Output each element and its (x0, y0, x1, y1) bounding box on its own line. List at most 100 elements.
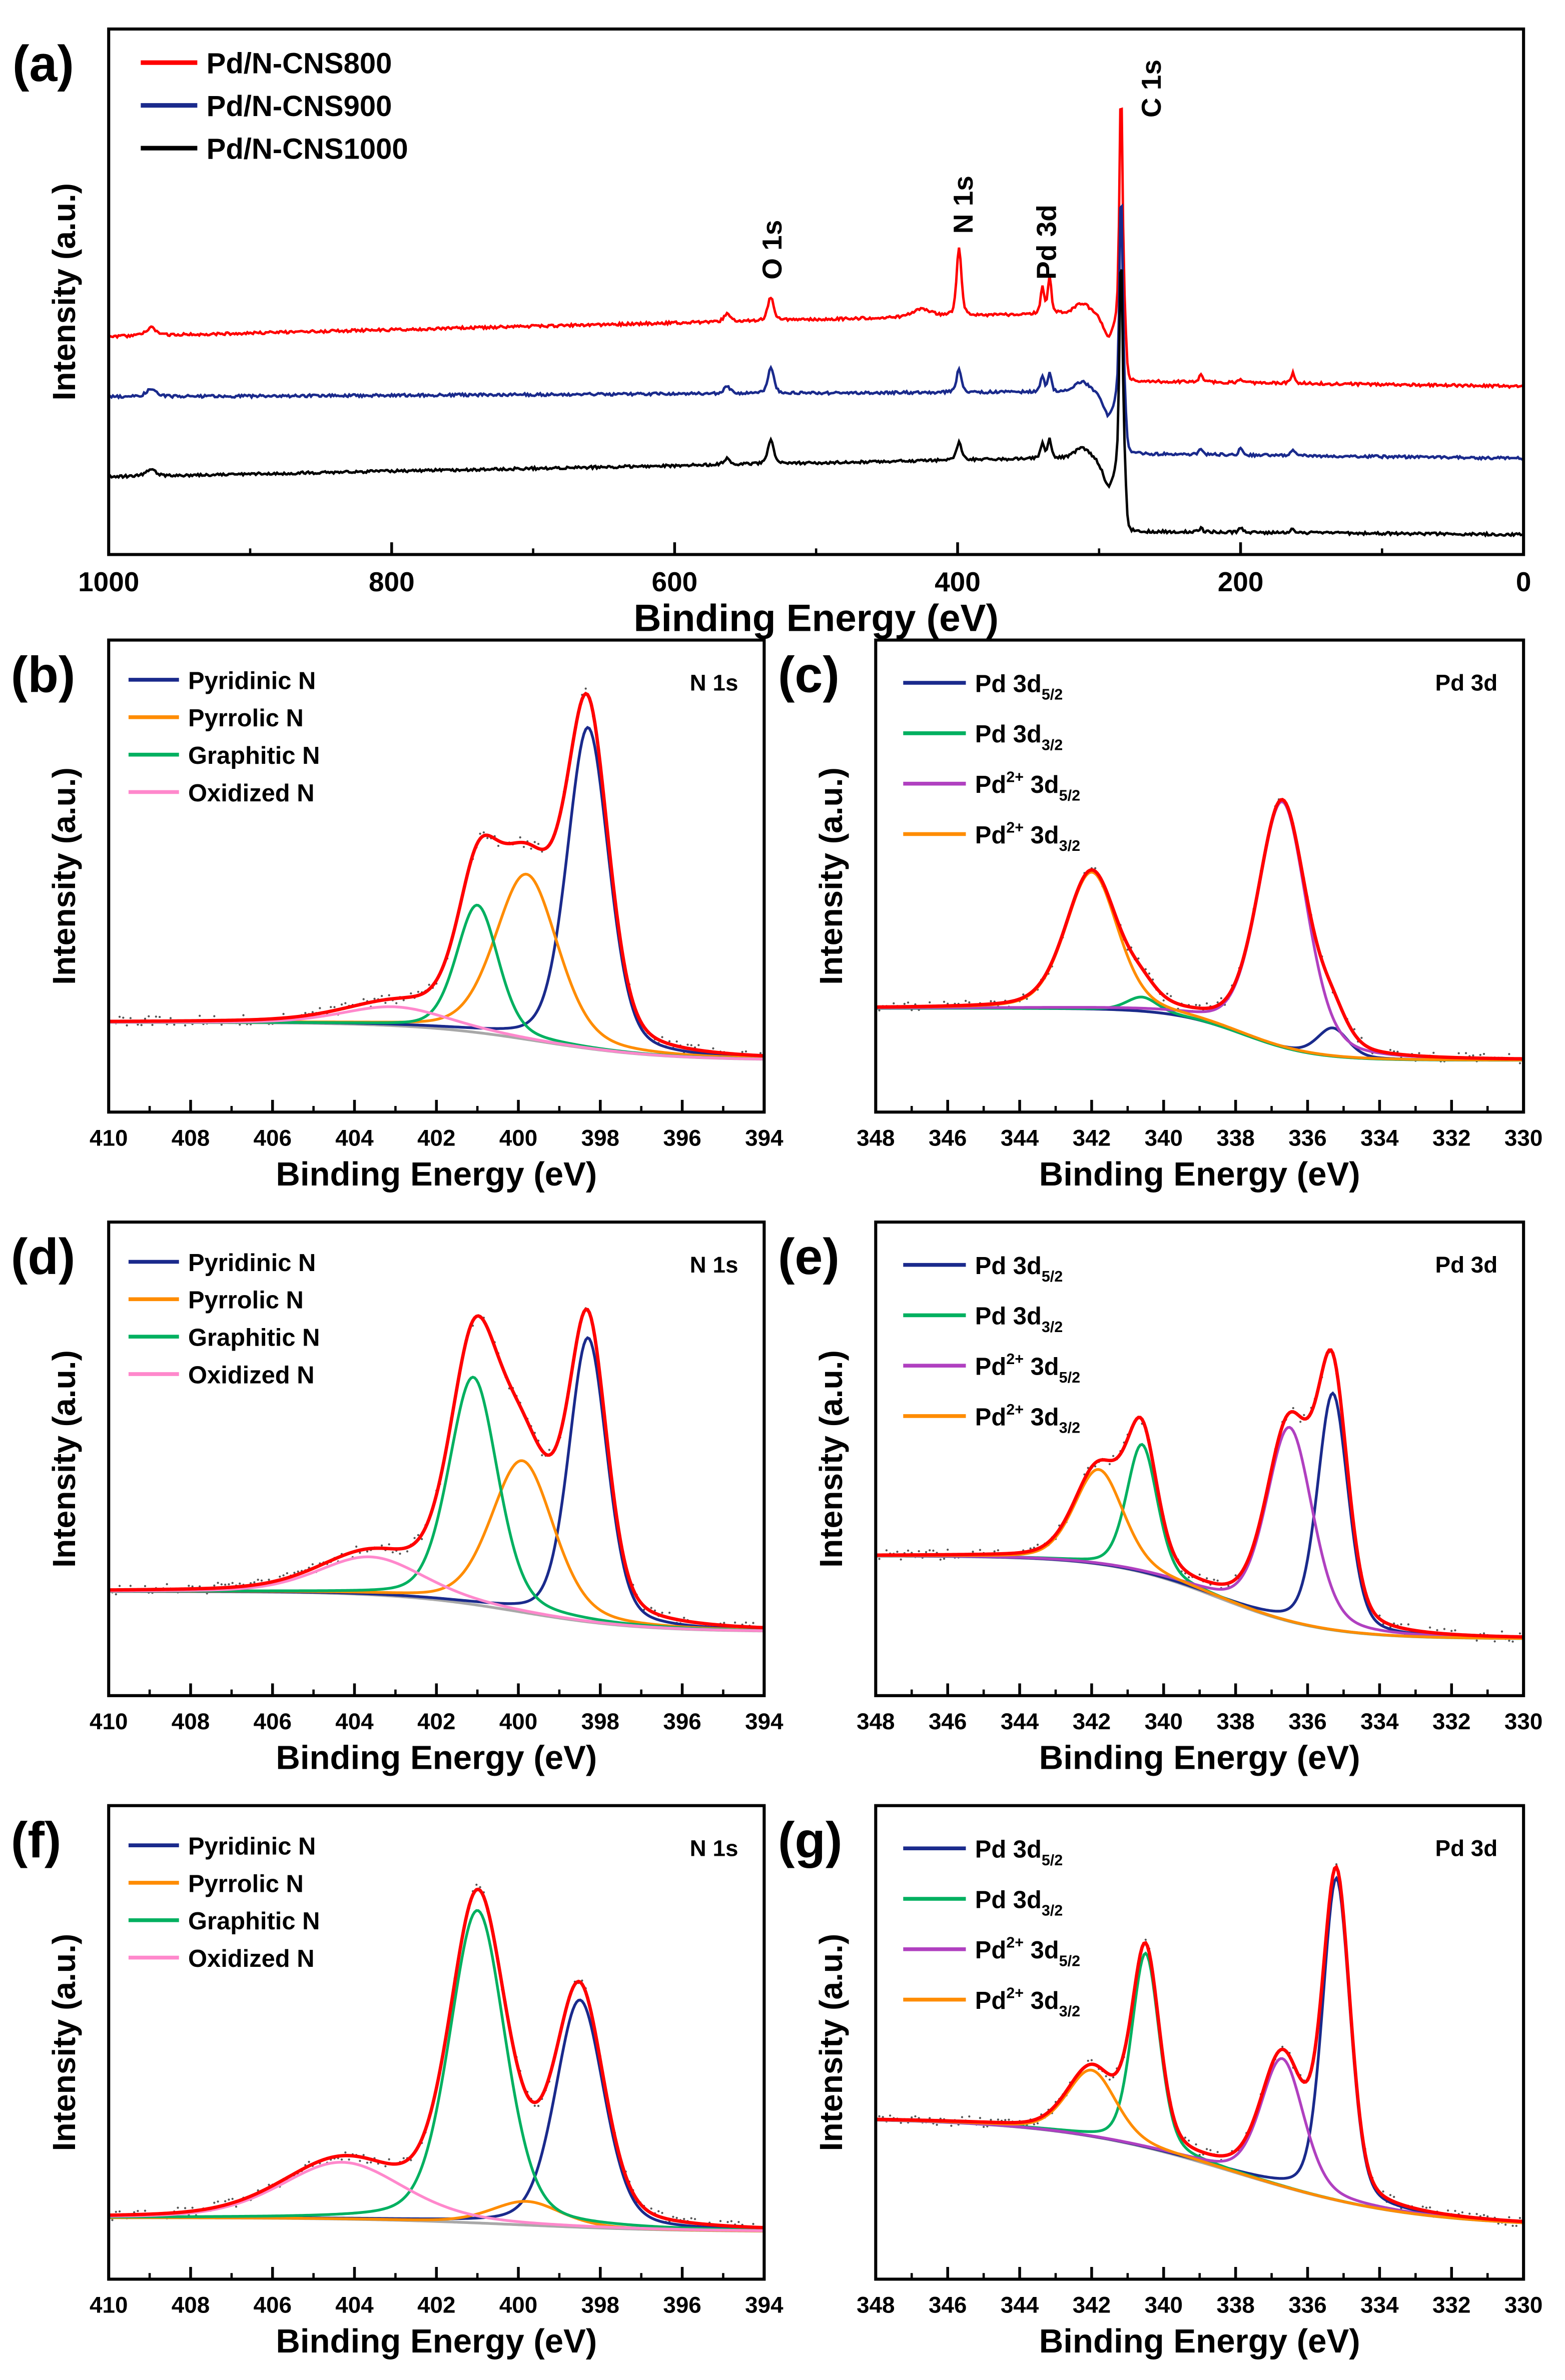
legend-label-part: 3d (1024, 1987, 1059, 2014)
raw-data-points (878, 1863, 1524, 2227)
y-axis-label: Intensity (a.u.) (813, 1350, 849, 1568)
legend-label-part: Oxidized N (188, 1945, 314, 1972)
x-axis-label: Binding Energy (eV) (276, 1739, 597, 1776)
legend-label: Pyrrolic N (188, 1287, 304, 1314)
raw-data-point (115, 2210, 117, 2213)
component-line (109, 1005, 764, 1060)
x-tick-label: 346 (929, 2292, 967, 2318)
legend-item: Pd 3d5/2 (903, 670, 1063, 703)
legend-item: Pyrrolic N (128, 1870, 304, 1897)
raw-data-point (1454, 1629, 1456, 1632)
raw-data-point (1216, 2151, 1219, 2153)
raw-data-point (188, 1585, 190, 1587)
raw-data-point (929, 1549, 931, 1552)
raw-data-point (384, 2165, 387, 2167)
x-tick-label: 400 (499, 1709, 537, 1734)
x-tick-label: 332 (1432, 1125, 1470, 1150)
panel-label: (a) (13, 36, 74, 92)
raw-data-point (137, 1023, 139, 1026)
raw-data-point (359, 1552, 361, 1554)
x-axis-label: Binding Energy (eV) (276, 1155, 597, 1193)
core-level-annotation: Pd 3d (1435, 1836, 1498, 1861)
legend-label-part: Oxidized N (188, 1362, 314, 1389)
raw-data-point (1184, 2136, 1187, 2139)
x-tick-label: 402 (417, 2292, 455, 2318)
raw-data-point (231, 1582, 234, 1584)
raw-data-point (1443, 1628, 1446, 1630)
x-tick-label: 342 (1073, 1709, 1111, 1734)
x-tick-label: 336 (1288, 2292, 1326, 2318)
raw-data-point (1292, 1407, 1294, 1410)
component-line (109, 872, 764, 1059)
raw-data-point (224, 2200, 227, 2202)
raw-data-point (428, 983, 430, 986)
raw-data-point (683, 2217, 685, 2220)
raw-data-point (752, 2222, 754, 2225)
raw-data-point (239, 1582, 241, 1585)
x-tick-label: 330 (1504, 1709, 1542, 1734)
y-axis-label: Intensity (a.u.) (46, 767, 82, 985)
raw-data-point (308, 2160, 310, 2163)
raw-data-point (366, 1550, 369, 1553)
x-tick-label: 338 (1216, 1125, 1254, 1150)
raw-data-point (752, 1622, 754, 1624)
legend-label-part: Pyridinic N (188, 667, 316, 694)
legend-label: Oxidized N (188, 1945, 314, 1972)
legend-label-part: Pd (975, 1354, 1006, 1381)
x-tick-label: 330 (1504, 1125, 1542, 1150)
raw-data-point (497, 844, 500, 847)
raw-data-point (173, 1023, 176, 1026)
raw-data-point (344, 1002, 347, 1004)
raw-data-point (402, 2157, 405, 2159)
legend-label-part: Pyrrolic N (188, 1287, 304, 1314)
legend-label-part: 3/2 (1059, 1420, 1080, 1437)
raw-data-point (384, 1001, 387, 1004)
raw-data-point (1209, 2149, 1212, 2151)
raw-data-points (878, 1351, 1524, 1643)
raw-data-point (686, 1043, 689, 1046)
raw-data-point (1033, 2123, 1035, 2126)
x-tick-label: 600 (652, 566, 698, 597)
raw-data-point (1482, 1632, 1485, 1635)
raw-data-point (997, 1549, 1000, 1552)
raw-data-point (900, 2121, 902, 2124)
x-tick-label: 346 (929, 1125, 967, 1150)
raw-data-point (395, 1002, 398, 1004)
raw-data-point (1112, 1455, 1115, 1457)
peak-label: C 1s (1136, 60, 1167, 118)
x-tick-label: 348 (857, 1709, 895, 1734)
x-tick-label: 332 (1432, 2292, 1470, 2318)
x-tick-label: 334 (1360, 2292, 1399, 2318)
legend-label: Graphitic N (188, 742, 320, 769)
legend-label-part: 2+ (1006, 1934, 1024, 1951)
raw-data-point (914, 2115, 917, 2117)
x-tick-label: 404 (335, 1709, 374, 1734)
raw-data-point (968, 1001, 971, 1004)
raw-data-point (744, 1621, 747, 1624)
legend-label-part: 3/2 (1042, 736, 1063, 753)
legend-label-part: Pd (975, 1987, 1006, 2014)
plot-area (876, 798, 1524, 1065)
peak-label: N 1s (948, 176, 979, 234)
raw-data-point (421, 1538, 423, 1540)
raw-data-point (1187, 1576, 1190, 1579)
legend-item: Pd/N-CNS900 (141, 90, 392, 123)
legend-label-part: Pyrrolic N (188, 705, 304, 732)
legend-item: Pd2+ 3d5/2 (903, 1351, 1080, 1386)
raw-data-point (690, 1044, 692, 1046)
y-axis-label: Intensity (a.u.) (46, 1350, 82, 1568)
x-tick-label: 408 (172, 1709, 210, 1734)
raw-data-point (657, 2210, 660, 2212)
legend-label: Pd 3d3/2 (975, 1886, 1063, 1919)
raw-data-point (1518, 1062, 1521, 1064)
x-tick-label: 344 (1001, 2292, 1039, 2318)
legend-label: Pyrrolic N (188, 705, 304, 732)
raw-data-point (417, 1534, 420, 1537)
raw-data-point (907, 1549, 910, 1552)
x-tick-label: 400 (499, 2292, 537, 2318)
raw-data-point (744, 1050, 747, 1053)
x-tick-label: 398 (581, 2292, 619, 2318)
envelope-fit-line (876, 1348, 1524, 1639)
legend-item: Graphitic N (128, 1908, 320, 1935)
